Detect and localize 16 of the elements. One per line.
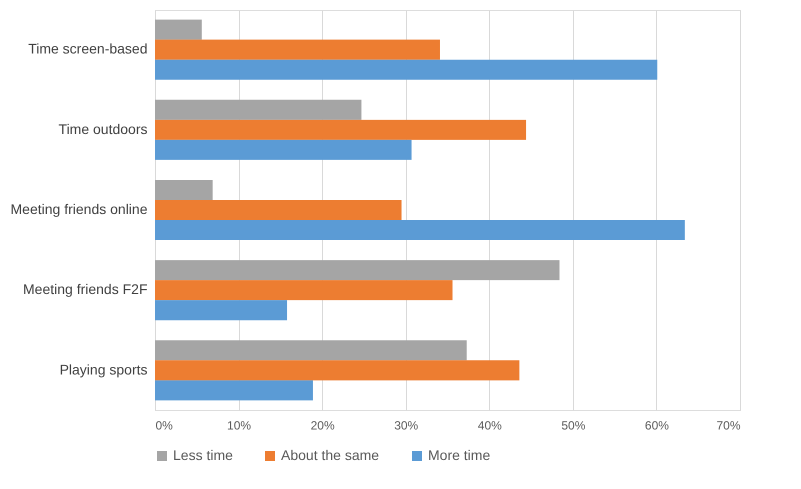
- y-tick-label: Meeting friends F2F: [23, 281, 148, 298]
- x-tick-label: 0%: [156, 418, 174, 432]
- x-tick-label: 70%: [716, 418, 741, 432]
- y-tick-label: Time screen-based: [28, 40, 148, 57]
- legend-label: About the same: [281, 447, 380, 463]
- x-tick-label: 60%: [644, 418, 670, 432]
- legend-label: More time: [428, 447, 490, 463]
- y-tick-label: Time outdoors: [58, 120, 148, 137]
- x-tick-label: 50%: [561, 418, 586, 432]
- y-tick-label: Meeting friends online: [10, 201, 148, 217]
- x-tick-label: 30%: [394, 418, 419, 432]
- x-tick-label: 20%: [310, 418, 335, 432]
- x-tick-label: 10%: [227, 418, 252, 432]
- x-tick-label: 40%: [478, 418, 502, 432]
- y-tick-label: Playing sports: [60, 361, 148, 378]
- legend-label: Less time: [173, 447, 234, 463]
